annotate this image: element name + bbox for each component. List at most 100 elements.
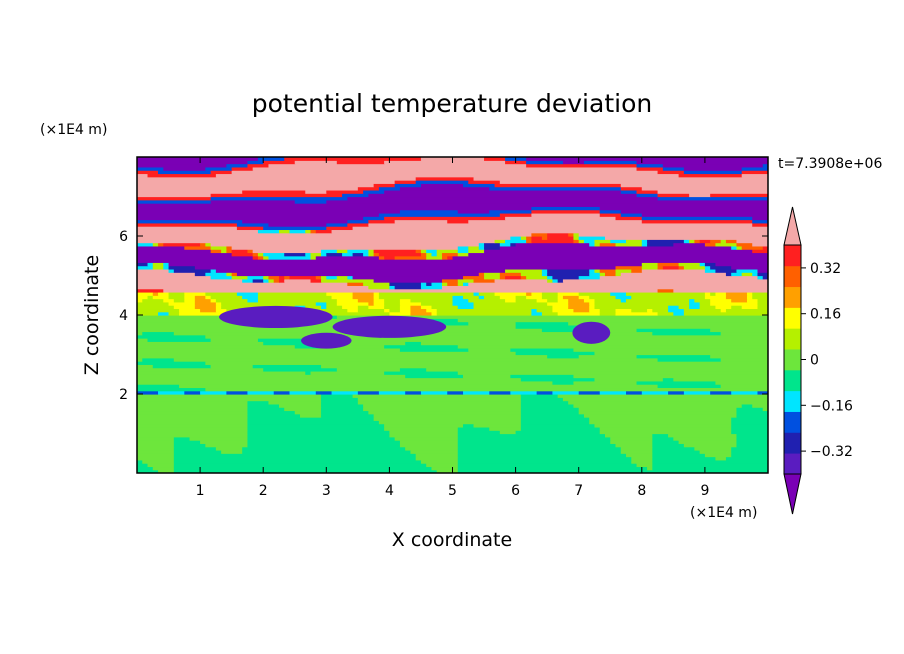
contour-cell xyxy=(752,216,768,221)
contour-cell xyxy=(594,242,601,247)
contour-cell xyxy=(247,400,270,405)
contour-cell xyxy=(210,170,233,175)
contour-cell xyxy=(168,268,175,273)
contour-cell xyxy=(137,166,164,171)
contour-cell xyxy=(399,305,412,310)
contour-cell xyxy=(194,298,212,303)
colorbar-segment xyxy=(784,453,801,475)
contour-cell xyxy=(336,315,768,319)
contour-cell xyxy=(736,245,743,250)
contour-cell xyxy=(620,298,627,303)
contour-cell xyxy=(205,387,768,392)
contour-cell xyxy=(441,282,448,286)
contour-cell xyxy=(604,433,653,438)
contour-cell xyxy=(478,291,496,296)
contour-cell xyxy=(326,275,338,280)
contour-cell xyxy=(720,239,727,244)
contour-cell xyxy=(510,390,538,395)
contour-cell xyxy=(636,354,711,359)
contour-cell xyxy=(389,430,459,435)
contour-cell xyxy=(641,239,648,244)
contour-cell xyxy=(336,160,385,165)
contour-cell xyxy=(457,433,606,438)
contour-cell xyxy=(315,301,327,306)
contour-cell xyxy=(752,291,768,296)
contour-cell xyxy=(715,456,727,461)
contour-cell xyxy=(137,160,249,165)
contour-cell xyxy=(137,212,380,217)
contour-cell xyxy=(610,291,627,296)
contour-cell xyxy=(683,311,768,316)
contour-cell xyxy=(194,265,617,270)
contour-cell xyxy=(552,308,575,313)
contour-cell xyxy=(626,453,653,458)
contour-cell xyxy=(247,436,396,441)
contour-cell xyxy=(210,249,222,254)
contour-cell xyxy=(615,265,643,270)
contour-cell xyxy=(194,272,206,277)
contour-cell xyxy=(247,420,380,425)
contour-cell xyxy=(336,301,369,306)
contour-cell xyxy=(405,374,464,379)
contour-cell xyxy=(226,249,233,254)
contour-cell xyxy=(399,186,490,191)
contour-cell xyxy=(652,459,768,464)
contour-cell xyxy=(137,344,296,349)
contour-cell xyxy=(746,291,753,296)
contour-cell xyxy=(589,420,732,425)
contour-cell xyxy=(137,361,206,365)
contour-cell xyxy=(457,466,648,471)
contour-cell xyxy=(484,242,501,247)
contour-cell xyxy=(289,275,317,280)
contour-cell xyxy=(347,222,369,227)
contour-cell xyxy=(620,209,768,214)
contour-cell xyxy=(715,262,768,267)
contour-cell xyxy=(347,275,354,280)
contour-cell xyxy=(257,252,264,257)
contour-cell xyxy=(457,469,768,473)
contour-cell xyxy=(200,242,206,247)
contour-cell xyxy=(441,255,448,260)
contour-cell xyxy=(242,449,412,454)
contour-cell xyxy=(373,291,380,296)
contour-cell xyxy=(568,305,590,310)
contour-cell xyxy=(384,216,506,221)
contour-cell xyxy=(731,265,768,270)
contour-cell xyxy=(426,252,433,257)
contour-cell xyxy=(326,189,364,194)
contour-cell xyxy=(578,232,768,237)
contour-cell xyxy=(547,232,569,237)
contour-cell xyxy=(689,298,695,303)
contour-cell xyxy=(137,186,359,191)
contour-cell xyxy=(552,278,559,283)
contour-cell xyxy=(689,305,701,310)
contour-cell xyxy=(305,305,322,310)
contour-cell xyxy=(652,433,669,438)
contour-cell xyxy=(489,390,511,395)
contour-cell xyxy=(573,308,590,313)
contour-cell xyxy=(294,160,338,165)
colorbar-tick-label: 0.32 xyxy=(810,261,841,277)
contour-cell xyxy=(173,453,417,458)
contour-cell xyxy=(457,245,469,250)
contour-cell xyxy=(457,459,632,464)
contour-cell xyxy=(137,407,249,412)
contour-cell xyxy=(173,463,427,468)
contour-cell xyxy=(531,232,548,237)
contour-cell xyxy=(268,278,275,283)
contour-cell xyxy=(179,384,659,389)
contour-cell xyxy=(463,183,496,188)
contour-cell xyxy=(652,463,768,468)
contour-cell xyxy=(321,403,364,408)
contour-cell xyxy=(342,193,369,198)
contour-cell xyxy=(347,196,659,201)
contour-cell xyxy=(168,265,196,270)
contour-cell xyxy=(704,268,717,273)
contour-cell xyxy=(636,189,659,194)
contour-cell xyxy=(173,268,212,273)
contour-cell xyxy=(242,446,406,451)
colorbar-tick-label: −0.16 xyxy=(810,398,853,414)
contour-cell xyxy=(426,255,443,260)
contour-cell xyxy=(352,226,768,231)
contour-cell xyxy=(599,242,617,247)
